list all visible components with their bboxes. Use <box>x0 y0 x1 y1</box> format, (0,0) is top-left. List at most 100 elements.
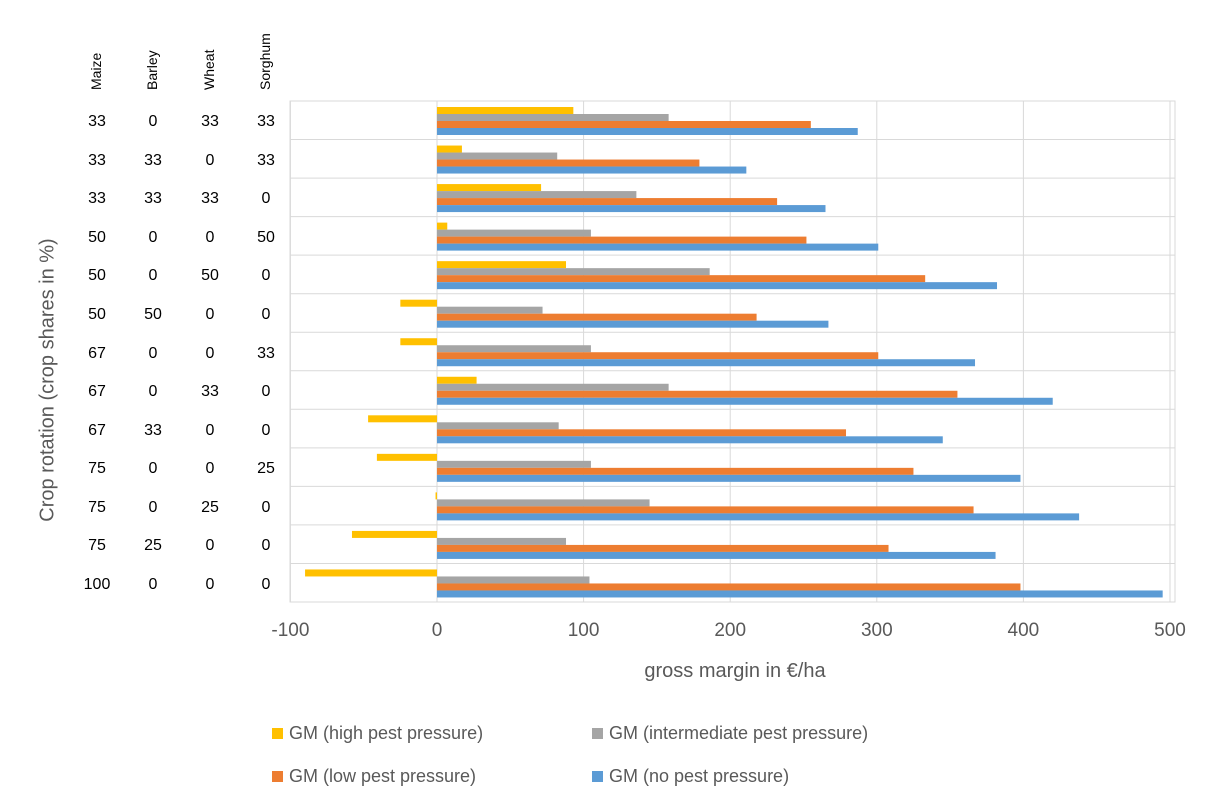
crop-share-value: 25 <box>201 498 219 516</box>
bar <box>437 513 1080 521</box>
crop-share-value: 33 <box>201 190 219 208</box>
legend-item: GM (intermediate pest pressure) <box>592 723 868 744</box>
bar <box>437 145 462 153</box>
crop-header: Wheat <box>201 49 217 90</box>
crop-share-value: 0 <box>148 267 158 285</box>
bar <box>437 166 747 174</box>
legend-item: GM (low pest pressure) <box>272 766 476 787</box>
crop-share-value: 75 <box>88 460 106 478</box>
bar <box>437 205 826 213</box>
crop-share-value: 33 <box>88 151 106 169</box>
crop-share-value: 33 <box>201 383 219 401</box>
x-tick-label: 300 <box>860 620 893 641</box>
crop-share-value: 0 <box>205 460 215 478</box>
crop-share-value: 0 <box>148 383 158 401</box>
crop-share-value: 75 <box>88 498 106 516</box>
legend-swatch <box>272 728 283 739</box>
legend-item: GM (high pest pressure) <box>272 723 483 744</box>
crop-share-value: 100 <box>83 575 111 593</box>
crop-share-value: 0 <box>261 575 271 593</box>
crop-header: Maize <box>88 52 104 90</box>
crop-share-value: 50 <box>88 267 106 285</box>
bar <box>437 128 858 135</box>
bar <box>437 152 558 160</box>
x-tick-label: 100 <box>567 620 600 641</box>
legend-label: GM (intermediate pest pressure) <box>609 723 869 743</box>
bar <box>437 243 879 251</box>
bar <box>437 229 591 237</box>
bar <box>437 268 710 276</box>
crop-share-value: 33 <box>144 421 162 439</box>
bar <box>437 537 567 545</box>
legend-swatch <box>272 771 283 782</box>
crop-share-value: 33 <box>257 151 275 169</box>
crop-share-value: 0 <box>205 537 215 555</box>
bar <box>437 320 829 328</box>
bar <box>376 453 437 461</box>
x-tick-label: 200 <box>714 620 747 641</box>
bar <box>437 114 669 121</box>
crop-share-value: 0 <box>261 305 271 323</box>
crop-share-value: 33 <box>144 190 162 208</box>
crop-share-value: 0 <box>148 460 158 478</box>
bar <box>400 299 437 307</box>
bar <box>437 576 590 584</box>
crop-share-value: 0 <box>261 421 271 439</box>
bar <box>437 583 1021 591</box>
crop-share-value: 0 <box>205 305 215 323</box>
crop-share-value: 33 <box>257 344 275 362</box>
crop-share-value: 0 <box>261 498 271 516</box>
legend-swatch <box>592 771 603 782</box>
bar <box>437 460 591 468</box>
x-tick-label: -100 <box>271 620 310 641</box>
legend-label: GM (high pest pressure) <box>289 723 484 743</box>
bar <box>437 275 926 283</box>
bar <box>368 415 437 423</box>
crop-share-value: 0 <box>148 498 158 516</box>
legend-label: GM (low pest pressure) <box>289 766 477 786</box>
grid-lines <box>289 101 1175 602</box>
bar <box>437 184 542 192</box>
crop-share-value: 67 <box>88 383 106 401</box>
bar <box>437 506 974 514</box>
crop-share-value: 0 <box>148 344 158 362</box>
bar <box>437 236 807 244</box>
crop-share-value: 33 <box>257 113 275 131</box>
crop-share-value: 50 <box>88 228 106 246</box>
x-tick-label: 500 <box>1154 620 1186 641</box>
x-tick-label: 0 <box>431 620 443 641</box>
bar <box>437 590 1163 598</box>
crop-share-value: 0 <box>205 575 215 593</box>
bar <box>351 530 437 538</box>
crop-share-value: 0 <box>205 421 215 439</box>
bar <box>437 390 958 398</box>
bar <box>437 198 778 206</box>
bar <box>437 159 700 167</box>
crop-share-value: 0 <box>261 190 271 208</box>
bar <box>437 429 847 437</box>
legend-swatch <box>592 728 603 739</box>
bar <box>437 191 637 199</box>
crop-share-value: 0 <box>148 113 158 131</box>
bar <box>437 383 669 391</box>
crop-share-value: 0 <box>261 267 271 285</box>
bar <box>437 261 567 269</box>
bar <box>437 376 477 384</box>
crop-share-value: 33 <box>144 151 162 169</box>
legend-item: GM (no pest pressure) <box>592 766 789 787</box>
crop-share-value: 33 <box>88 113 106 131</box>
crop-share-value: 50 <box>257 228 275 246</box>
bar <box>437 352 879 360</box>
bar <box>437 313 757 321</box>
bar <box>437 345 591 353</box>
plot-area-border <box>289 100 1176 603</box>
crop-share-value: 67 <box>88 344 106 362</box>
crop-share-value: 0 <box>148 575 158 593</box>
crop-share-value: 50 <box>144 305 162 323</box>
bar <box>437 422 559 430</box>
bars-group <box>305 107 1163 598</box>
crop-share-value: 50 <box>88 305 106 323</box>
crop-share-value: 33 <box>201 113 219 131</box>
bar <box>437 121 811 128</box>
bar <box>437 359 976 367</box>
